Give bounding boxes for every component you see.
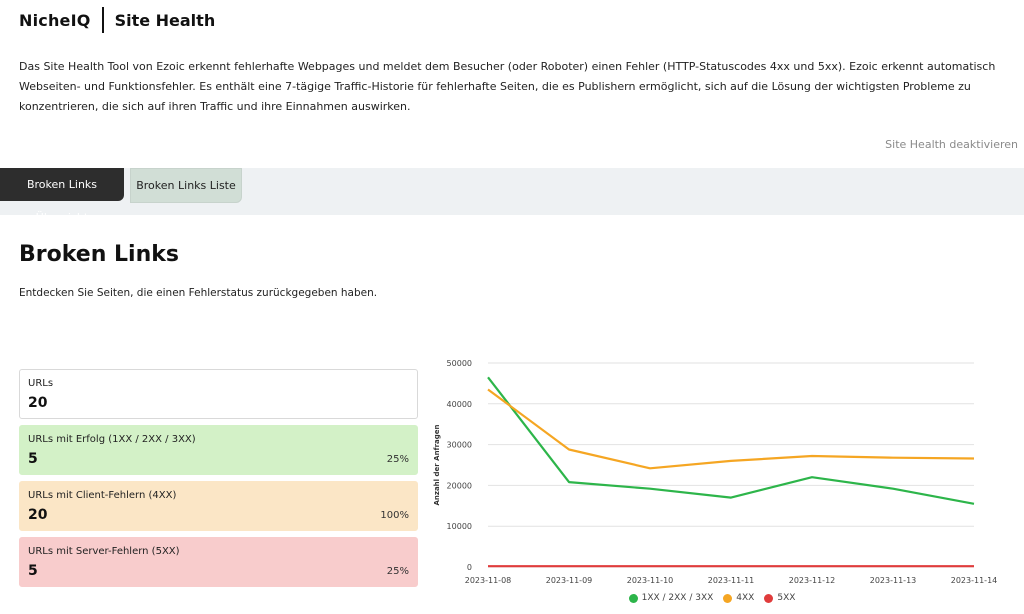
legend-item-0[interactable]: 1XX / 2XX / 3XX bbox=[628, 593, 714, 603]
header-divider bbox=[101, 7, 104, 33]
y-tick-label: 20000 bbox=[447, 481, 472, 490]
chart-legend: 1XX / 2XX / 3XX 4XX 5XX bbox=[0, 593, 1024, 603]
legend-label: 4XX bbox=[736, 593, 755, 603]
y-tick-label: 50000 bbox=[447, 359, 472, 368]
x-tick-label: 2023-11-11 bbox=[708, 576, 755, 585]
card-label: URLs mit Server-Fehlern (5XX) bbox=[28, 546, 180, 557]
section-subtitle: Entdecken Sie Seiten, die einen Fehlerst… bbox=[19, 287, 378, 299]
y-tick-label: 10000 bbox=[447, 522, 472, 531]
card-success-urls: URLs mit Erfolg (1XX / 2XX / 3XX) 5 25% bbox=[19, 425, 418, 475]
legend-swatch bbox=[628, 593, 638, 603]
legend-item-1[interactable]: 4XX bbox=[723, 593, 754, 603]
card-percent: 25% bbox=[386, 454, 409, 465]
card-server-error-urls: URLs mit Server-Fehlern (5XX) 5 25% bbox=[19, 537, 418, 587]
x-axis-ticks: 2023-11-08 2023-11-09 2023-11-10 2023-11-11… bbox=[465, 576, 998, 585]
card-value: 20 bbox=[28, 395, 48, 411]
card-percent: 25% bbox=[386, 566, 409, 577]
legend-label: 1XX / 2XX / 3XX bbox=[641, 593, 714, 603]
page-title: Site Health bbox=[114, 10, 216, 30]
y-axis-label: Anzahl der Anfragen bbox=[433, 424, 441, 505]
card-value: 5 bbox=[28, 451, 38, 467]
card-label: URLs mit Erfolg (1XX / 2XX / 3XX) bbox=[28, 434, 196, 445]
app-header: NicheIQ Site Health bbox=[19, 6, 215, 34]
card-total-urls: URLs 20 bbox=[19, 369, 418, 419]
y-axis-ticks: 0 10000 20000 30000 40000 50000 bbox=[447, 359, 472, 572]
card-value: 5 bbox=[28, 563, 38, 579]
x-tick-label: 2023-11-09 bbox=[546, 576, 593, 585]
y-tick-label: 40000 bbox=[447, 400, 472, 409]
card-label: URLs mit Client-Fehlern (4XX) bbox=[28, 490, 177, 501]
x-tick-label: 2023-11-12 bbox=[789, 576, 836, 585]
tab-broken-links-list[interactable]: Broken Links Liste bbox=[130, 168, 242, 203]
legend-label: 5XX bbox=[777, 593, 796, 603]
section-title: Broken Links bbox=[19, 242, 179, 267]
legend-item-2[interactable]: 5XX bbox=[764, 593, 795, 603]
chart-series bbox=[487, 376, 975, 568]
series-line-0 bbox=[487, 376, 975, 505]
brand-name: NicheIQ bbox=[19, 10, 91, 30]
y-tick-label: 30000 bbox=[447, 441, 472, 450]
card-label: URLs bbox=[28, 378, 54, 389]
x-tick-label: 2023-11-10 bbox=[627, 576, 674, 585]
y-tick-label: 0 bbox=[467, 563, 472, 572]
legend-swatch bbox=[723, 593, 733, 603]
chart-grid bbox=[488, 362, 974, 568]
series-line-1 bbox=[487, 388, 975, 470]
card-value: 20 bbox=[28, 507, 48, 523]
tool-description: Das Site Health Tool von Ezoic erkennt f… bbox=[19, 60, 996, 113]
x-tick-label: 2023-11-13 bbox=[870, 576, 917, 585]
deactivate-site-health-link[interactable]: Site Health deaktivieren bbox=[885, 138, 1018, 151]
tab-bar: Broken Links Übersicht Broken Links List… bbox=[0, 168, 1024, 224]
tab-broken-links-overview[interactable]: Broken Links Übersicht bbox=[0, 168, 124, 224]
card-percent: 100% bbox=[380, 510, 409, 521]
x-tick-label: 2023-11-14 bbox=[951, 576, 998, 585]
legend-swatch bbox=[764, 593, 774, 603]
card-client-error-urls: URLs mit Client-Fehlern (4XX) 20 100% bbox=[19, 481, 418, 531]
x-tick-label: 2023-11-08 bbox=[465, 576, 512, 585]
